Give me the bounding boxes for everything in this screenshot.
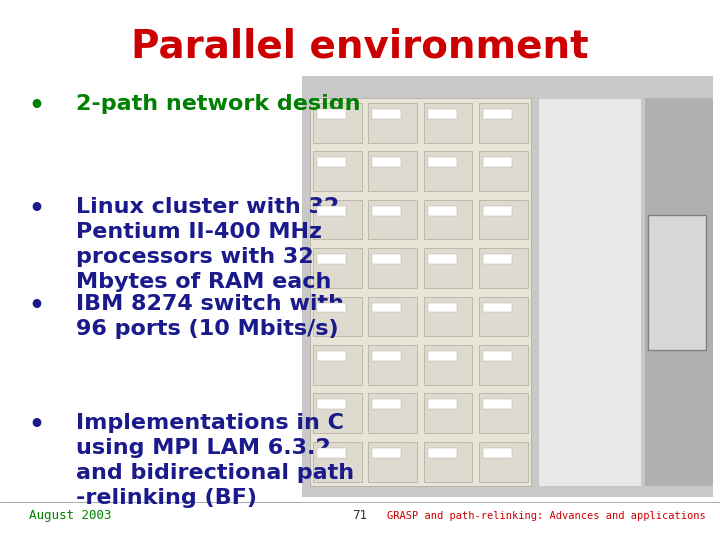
Bar — [369, 200, 417, 239]
Bar — [372, 157, 402, 167]
Bar — [369, 296, 417, 336]
Bar — [479, 442, 528, 482]
Bar — [483, 206, 513, 215]
Bar — [424, 103, 472, 143]
Bar — [428, 448, 457, 458]
Text: 2-path network design: 2-path network design — [76, 94, 360, 114]
Bar — [313, 394, 361, 433]
Bar — [428, 302, 457, 313]
Bar — [369, 103, 417, 143]
Text: Parallel environment: Parallel environment — [131, 27, 589, 65]
Bar — [428, 254, 457, 264]
Bar — [313, 296, 361, 336]
Text: IBM 8274 switch with
96 ports (10 Mbits/s): IBM 8274 switch with 96 ports (10 Mbits/… — [76, 294, 343, 339]
Bar — [313, 103, 361, 143]
Text: Implementations in C
using MPI LAM 6.3.2
and bidirectional path
-relinking (BF): Implementations in C using MPI LAM 6.3.2… — [76, 413, 354, 508]
Bar — [479, 345, 528, 385]
Bar — [648, 215, 706, 350]
Bar — [369, 394, 417, 433]
Bar — [483, 157, 513, 167]
Bar — [424, 296, 472, 336]
Bar — [479, 200, 528, 239]
Bar — [313, 442, 361, 482]
Bar — [317, 109, 346, 119]
Bar — [483, 448, 513, 458]
Bar — [424, 394, 472, 433]
Text: •: • — [29, 413, 45, 437]
Bar — [424, 248, 472, 288]
Bar — [483, 351, 513, 361]
Bar — [369, 345, 417, 385]
Bar — [644, 98, 713, 486]
Bar — [313, 151, 361, 191]
Text: GRASP and path-relinking: Advances and applications: GRASP and path-relinking: Advances and a… — [387, 511, 706, 521]
Bar — [372, 109, 402, 119]
Bar — [428, 157, 457, 167]
Bar — [428, 206, 457, 215]
Bar — [372, 351, 402, 361]
Bar — [539, 98, 641, 486]
Bar — [483, 302, 513, 313]
Text: 71: 71 — [353, 509, 367, 522]
Bar — [424, 151, 472, 191]
Bar — [310, 98, 531, 486]
Bar — [302, 76, 713, 497]
Bar — [483, 400, 513, 409]
Bar — [317, 157, 346, 167]
Bar — [479, 394, 528, 433]
Bar — [479, 103, 528, 143]
Bar — [428, 351, 457, 361]
Bar — [479, 296, 528, 336]
Bar — [317, 254, 346, 264]
Bar — [317, 206, 346, 215]
Bar — [428, 400, 457, 409]
Bar — [317, 351, 346, 361]
Text: August 2003: August 2003 — [29, 509, 112, 522]
Bar — [372, 400, 402, 409]
Bar — [428, 109, 457, 119]
Bar — [317, 302, 346, 313]
Bar — [424, 200, 472, 239]
Bar — [313, 200, 361, 239]
Bar — [372, 448, 402, 458]
Text: Linux cluster with 32
Pentium II-400 MHz
processors with 32
Mbytes of RAM each: Linux cluster with 32 Pentium II-400 MHz… — [76, 197, 339, 292]
Text: •: • — [29, 94, 45, 118]
Bar — [313, 345, 361, 385]
Bar — [479, 151, 528, 191]
Bar — [313, 248, 361, 288]
Bar — [317, 448, 346, 458]
Bar — [483, 254, 513, 264]
Bar — [424, 442, 472, 482]
Text: •: • — [29, 197, 45, 221]
Bar — [369, 442, 417, 482]
Text: •: • — [29, 294, 45, 318]
Bar — [317, 400, 346, 409]
Bar — [369, 248, 417, 288]
Bar — [372, 206, 402, 215]
Bar — [372, 254, 402, 264]
Bar — [369, 151, 417, 191]
Bar — [479, 248, 528, 288]
Bar — [483, 109, 513, 119]
Bar — [424, 345, 472, 385]
Bar — [372, 302, 402, 313]
